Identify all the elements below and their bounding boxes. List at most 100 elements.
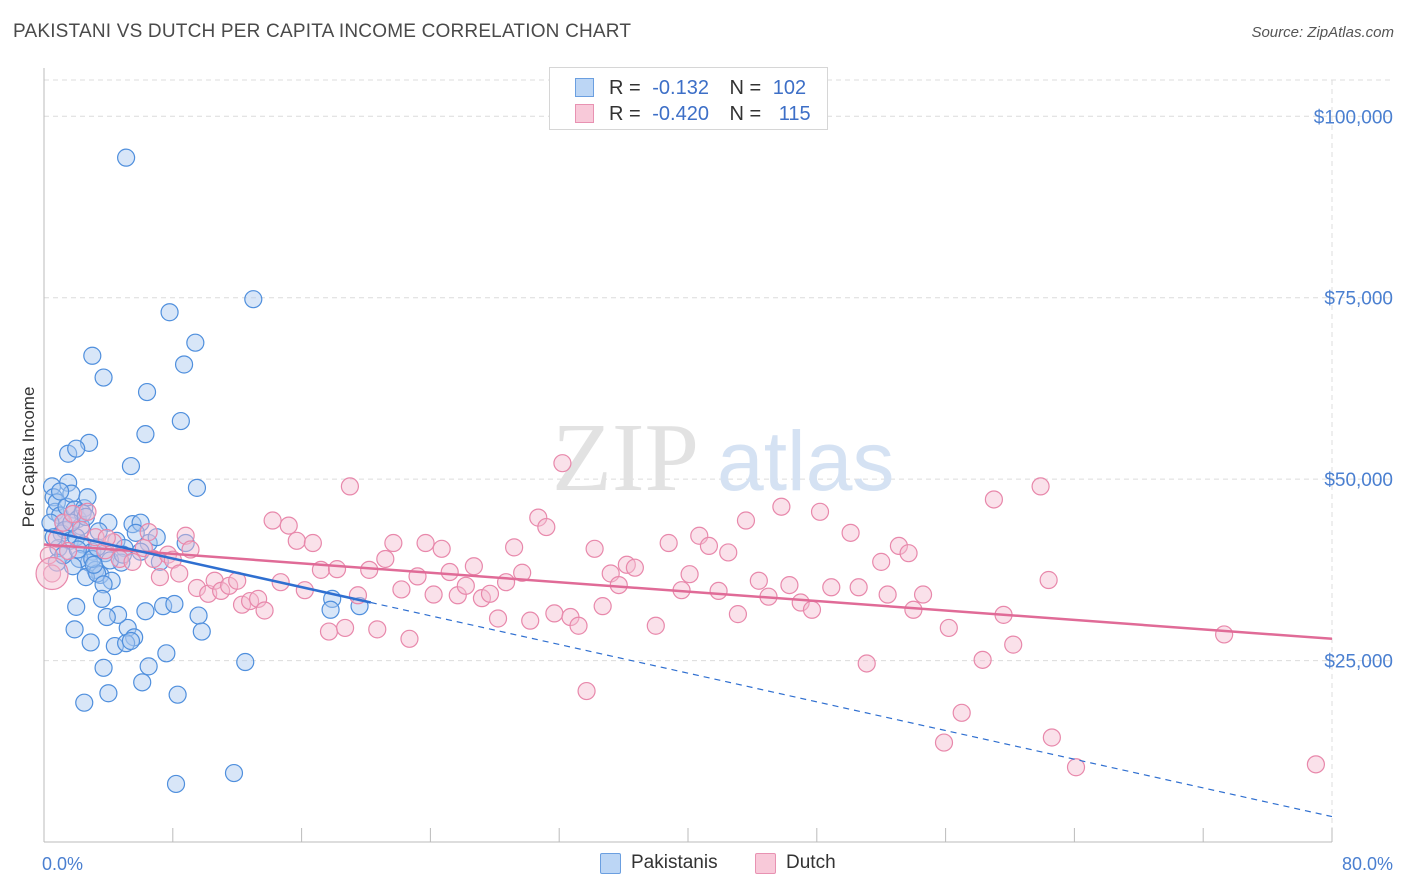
dutch-point-94	[857, 654, 876, 673]
dutch-point-66	[569, 616, 588, 635]
legend-swatch-dutch	[755, 853, 776, 874]
dutch-point-43	[384, 533, 403, 553]
dutch-point-30	[279, 516, 298, 535]
pakistanis-point-63	[133, 673, 152, 692]
pakistanis-point-74	[94, 368, 113, 387]
watermark: ZIP atlas	[552, 404, 894, 512]
dutch-point-68	[585, 539, 604, 558]
dutch-point-91	[822, 578, 841, 597]
pakistanis-point-52	[192, 622, 211, 641]
dutch-point-105	[984, 490, 1004, 509]
pakistanis-point-77	[171, 411, 190, 431]
dutch-point-cluster	[35, 556, 69, 591]
legend-r-label: R =	[609, 103, 641, 125]
dutch-point-80	[709, 581, 728, 601]
pakistanis-point-85	[321, 600, 340, 619]
dutch-point-48	[424, 585, 443, 604]
dutch-point-98	[899, 544, 918, 563]
legend-n-value: 115	[778, 103, 811, 125]
y-tick-labels: $25,000 $50,000 $75,000 $100,000	[1314, 107, 1393, 672]
chart-title: PAKISTANI VS DUTCH PER CAPITA INCOME COR…	[13, 21, 632, 42]
dutch-point-53	[464, 557, 483, 576]
legend-n-value: 102	[772, 77, 807, 99]
pakistanis-point-73	[83, 346, 102, 365]
dutch-point-86	[772, 497, 791, 516]
pakistanis-point-51	[189, 606, 208, 625]
legend-swatch-pink	[575, 104, 594, 123]
pakistanis-point-54	[92, 589, 112, 608]
dutch-point-111	[1066, 758, 1086, 777]
pakistanis-point-72	[186, 333, 205, 352]
dutch-point-16	[170, 564, 189, 583]
dutch-point-63	[545, 604, 564, 623]
dutch-point-95	[872, 552, 891, 571]
dutch-point-60	[521, 611, 540, 630]
pakistanis-point-87	[117, 148, 136, 167]
dutch-point-69	[593, 597, 612, 616]
dutch-point-100	[913, 585, 933, 604]
y-tick-label-1: $50,000	[1324, 470, 1393, 491]
legend-swatch-blue	[575, 78, 594, 97]
pakistanis-trend-line	[43, 528, 372, 604]
pakistanis-point-78	[136, 425, 155, 444]
dutch-point-52	[456, 576, 475, 595]
dutch-point-55	[480, 584, 500, 603]
dutch-point-88	[791, 593, 810, 612]
dutch-point-13	[150, 568, 170, 587]
gridlines	[44, 79, 1394, 842]
legend-label-dutch: Dutch	[786, 852, 836, 873]
pakistanis-point-49	[154, 597, 173, 616]
dutch-point-62	[537, 517, 556, 537]
legend-r-value: -0.420	[652, 103, 709, 125]
dutch-point-103	[952, 703, 971, 722]
x-tick-label-max: 80.0%	[1342, 854, 1393, 874]
dutch-point-59	[513, 563, 532, 582]
pakistanis-point-92	[84, 555, 104, 574]
dutch-point-27	[255, 601, 274, 620]
pakistanis-point-100	[68, 540, 87, 559]
dutch-point-31	[287, 531, 306, 550]
pakistanis-point-98	[126, 523, 145, 542]
pakistanis-point-55	[65, 620, 84, 639]
pakistanis-point-70	[244, 290, 263, 309]
pakistanis-point-47	[97, 607, 116, 627]
dutch-point-109	[1039, 570, 1058, 590]
pakistanis-point-61	[139, 657, 158, 676]
legend-swatch-pakistanis	[600, 853, 621, 874]
dutch-point-64	[553, 454, 572, 473]
dutch-point-36	[327, 560, 347, 579]
y-axis-label: Per Capita Income	[19, 387, 38, 528]
pakistanis-point-48	[136, 602, 155, 621]
dutch-point-20	[205, 571, 224, 590]
series-dutch	[35, 454, 1326, 777]
dutch-point-17	[176, 526, 195, 545]
pakistanis-point-62	[157, 644, 176, 663]
dutch-point-92	[841, 523, 860, 542]
dutch-point-113	[1306, 755, 1326, 774]
dutch-point-41	[368, 620, 387, 639]
pakistanis-point-56	[81, 633, 100, 652]
y-tick-label-0: $25,000	[1324, 652, 1393, 673]
dutch-point-38	[340, 477, 359, 496]
pakistanis-point-76	[137, 382, 157, 402]
pakistanis-point-57	[105, 636, 124, 656]
dutch-point-35	[319, 622, 339, 641]
dutch-point-117	[139, 523, 158, 542]
dutch-point-79	[699, 536, 719, 556]
dutch-point-81	[719, 543, 738, 562]
pakistanis-trend-extension	[370, 601, 1333, 818]
dutch-point-102	[939, 618, 958, 638]
pakistanis-point-50	[165, 594, 184, 614]
axes	[43, 68, 1333, 843]
series-pakistanis	[41, 148, 369, 794]
pakistanis-point-68	[166, 774, 186, 794]
pakistanis-point-66	[236, 652, 255, 672]
dutch-point-89	[802, 600, 822, 619]
pakistanis-point-60	[94, 658, 113, 677]
legend-n-label: N =	[729, 77, 762, 99]
dutch-point-5	[78, 502, 97, 521]
x-tick-labels: 0.0% 80.0%	[42, 854, 1393, 874]
watermark-zip: ZIP	[552, 404, 699, 512]
dutch-point-101	[934, 733, 954, 752]
legend-n-label: N =	[729, 103, 762, 125]
